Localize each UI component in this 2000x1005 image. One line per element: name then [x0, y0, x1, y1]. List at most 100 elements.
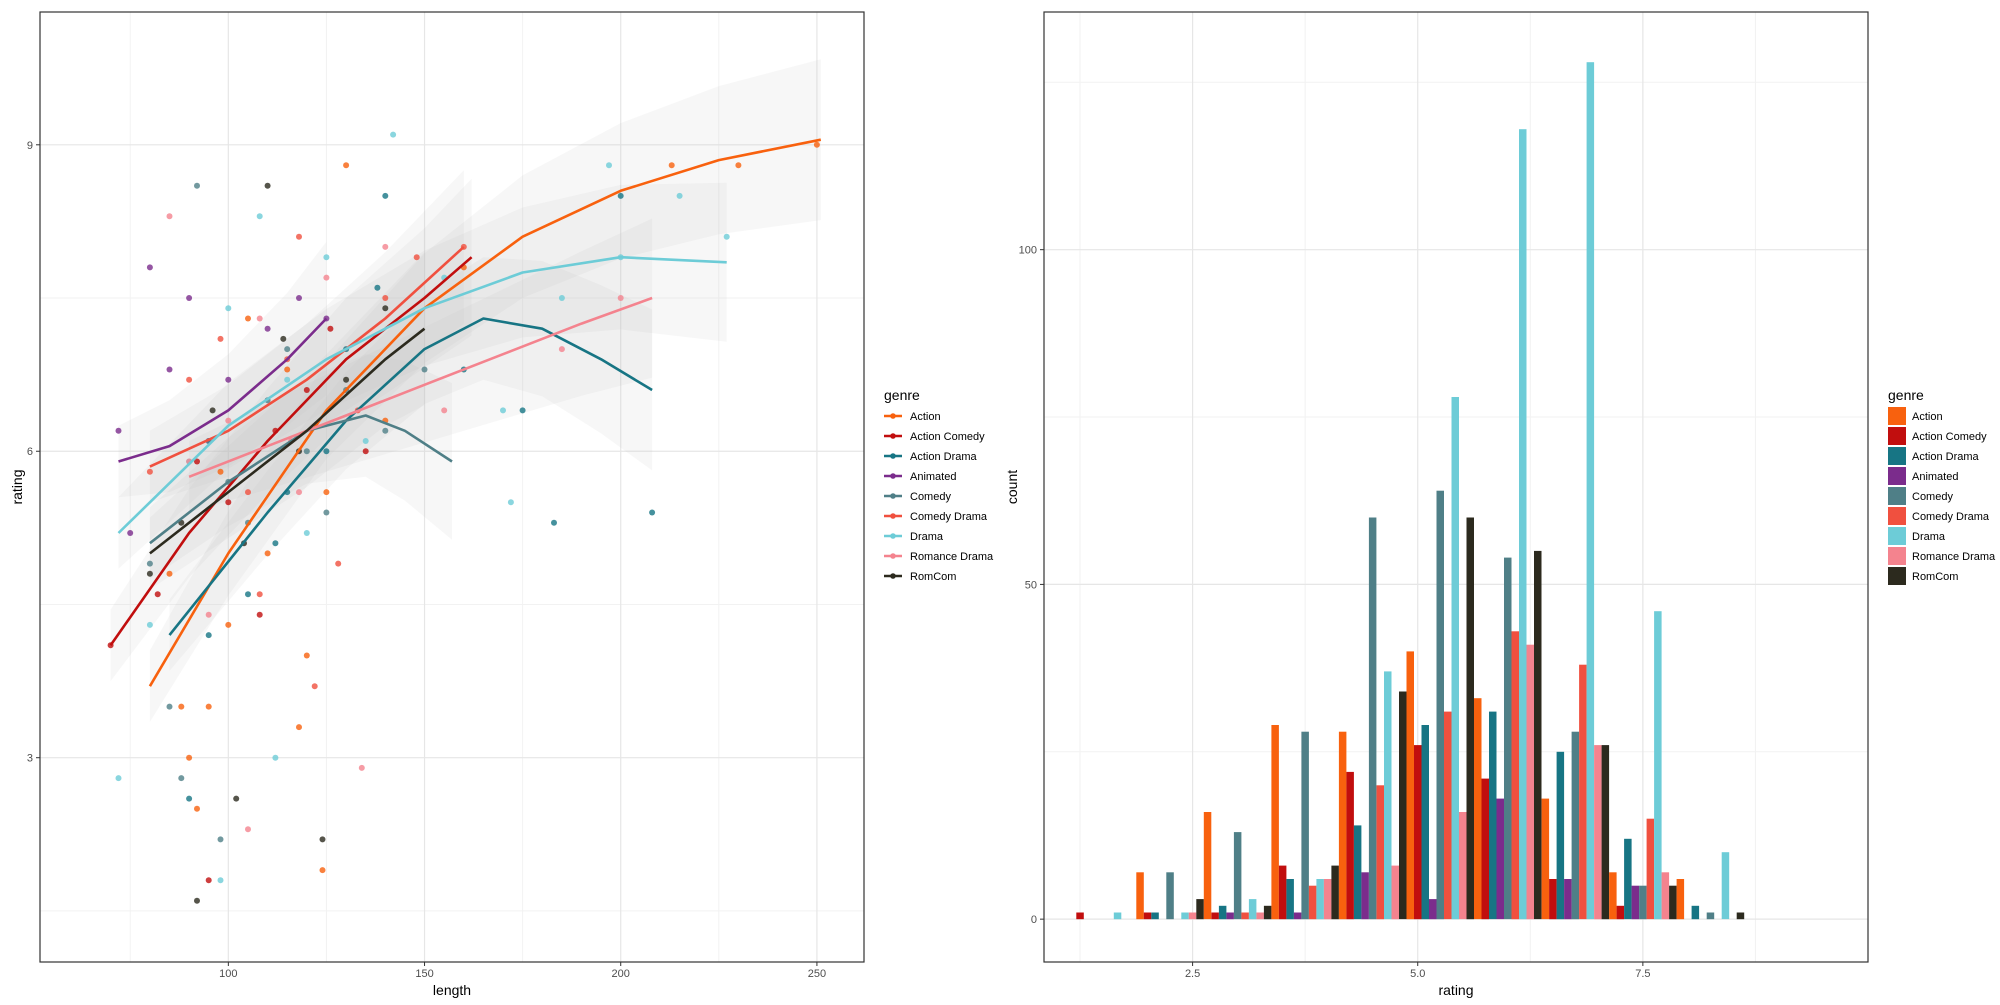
bar-comedy — [1571, 731, 1580, 920]
bar-romcom — [1399, 691, 1407, 920]
y-tick-label: 50 — [1025, 579, 1037, 591]
bar-animated — [1631, 885, 1640, 920]
legend-key-animated — [1888, 467, 1906, 485]
bar-animated — [1496, 798, 1504, 920]
bar-comedy — [1639, 885, 1647, 920]
data-point-action — [284, 366, 291, 373]
legend-key-comedy — [1888, 487, 1906, 505]
bar-comedy — [1233, 832, 1242, 920]
data-point-action-comedy — [194, 458, 200, 465]
legend-label-romance-drama: Romance Drama — [910, 551, 994, 563]
data-point-action-comedy — [205, 877, 212, 884]
data-point-action-drama — [245, 591, 251, 598]
legend-key-point-comedy — [890, 493, 896, 499]
confidence-band-action-drama — [169, 257, 653, 671]
data-point-action — [813, 141, 820, 148]
bar-animated — [1564, 879, 1572, 920]
bar-romance-drama — [1256, 912, 1264, 920]
data-point-action-drama — [272, 540, 279, 547]
data-point-comedy-drama — [413, 254, 420, 261]
bar-action-comedy — [1143, 912, 1152, 920]
data-point-romance-drama — [166, 213, 173, 220]
data-point-drama — [606, 162, 612, 169]
bar-romance-drama — [1459, 812, 1467, 920]
data-point-action-comedy — [154, 591, 161, 598]
data-point-comedy-drama — [186, 376, 193, 383]
legend-key-point-action-drama — [890, 453, 896, 459]
bar-romance-drama — [1661, 872, 1670, 920]
legend-key-point-drama — [890, 533, 896, 539]
data-point-action — [194, 805, 200, 812]
legend-key-romance-drama — [1888, 547, 1906, 565]
data-point-romance-drama — [382, 243, 389, 250]
legend-key-point-animated — [890, 473, 896, 479]
confidence-band-drama — [118, 182, 727, 569]
bar-action — [1338, 731, 1347, 920]
data-point-romance-drama — [358, 764, 365, 771]
legend-label-drama: Drama — [910, 531, 944, 543]
data-point-action-drama — [519, 407, 526, 414]
bar-comedy-drama — [1511, 631, 1519, 920]
data-point-action — [245, 315, 251, 322]
bar-drama — [1181, 912, 1189, 920]
bar-romcom — [1196, 899, 1204, 920]
bar-action-drama — [1556, 751, 1565, 920]
data-point-comedy — [382, 427, 389, 434]
bar-comedy-drama — [1444, 711, 1452, 920]
bar-comedy — [1504, 557, 1512, 920]
x-axis-label: rating — [1438, 982, 1473, 998]
bar-action-comedy — [1278, 865, 1287, 920]
bar-action-drama — [1286, 879, 1294, 920]
data-point-action — [323, 489, 330, 496]
data-point-romcom — [280, 335, 287, 342]
data-point-drama — [500, 407, 506, 414]
bar-drama — [1721, 852, 1730, 920]
legend-label-comedy: Comedy — [1912, 491, 1953, 503]
bar-action-comedy — [1346, 771, 1354, 920]
data-point-animated — [127, 530, 134, 536]
data-point-animated — [225, 376, 232, 383]
legend-label-action-drama: Action Drama — [1912, 451, 1980, 463]
bar-action-comedy — [1616, 905, 1625, 920]
bar-comedy-drama — [1579, 664, 1587, 920]
y-tick-label: 9 — [27, 140, 33, 152]
x-axis-label: length — [433, 982, 471, 998]
data-point-action — [319, 867, 326, 874]
data-point-romcom — [146, 570, 153, 577]
bar-action-drama — [1353, 825, 1362, 920]
legend-label-action: Action — [1912, 411, 1943, 423]
data-point-action-comedy — [362, 448, 369, 455]
data-point-animated — [146, 264, 153, 271]
data-point-comedy-drama — [311, 683, 318, 690]
bar-comedy — [1368, 517, 1377, 920]
scatter-legend: genre Action Action Comedy Action Drama Anim… — [884, 387, 994, 583]
bar-action — [1541, 798, 1550, 920]
scatter-panel: 100 150 200 250 3 6 9 length rating — [9, 11, 865, 998]
data-point-drama — [676, 192, 683, 199]
data-point-romance-drama — [205, 611, 212, 618]
data-point-drama — [272, 754, 279, 761]
trend-line-animated — [118, 317, 328, 463]
confidence-band-action-comedy — [110, 178, 472, 682]
y-tick-label: 0 — [1031, 914, 1037, 926]
data-point-comedy — [166, 703, 173, 710]
bar-action-drama — [1691, 905, 1700, 920]
data-point-drama — [284, 376, 291, 383]
bar-action-drama — [1151, 912, 1159, 920]
data-point-comedy-drama — [335, 560, 342, 567]
bar-romcom — [1534, 550, 1542, 920]
legend-label-animated: Animated — [1912, 471, 1958, 483]
bar-action-comedy — [1414, 745, 1422, 920]
data-point-action — [217, 468, 224, 475]
bar-animated — [1293, 912, 1302, 920]
legend-key-comedy-drama — [1888, 507, 1906, 525]
trend-line-romcom — [149, 327, 426, 555]
bar-action-comedy — [1211, 912, 1219, 920]
scatter-plot-background — [40, 12, 864, 962]
trend-line-comedy — [149, 414, 453, 545]
data-point-action-drama — [382, 192, 389, 199]
legend-label-action-comedy: Action Comedy — [1912, 431, 1987, 443]
bar-drama — [1384, 671, 1392, 920]
bar-drama — [1248, 899, 1257, 920]
